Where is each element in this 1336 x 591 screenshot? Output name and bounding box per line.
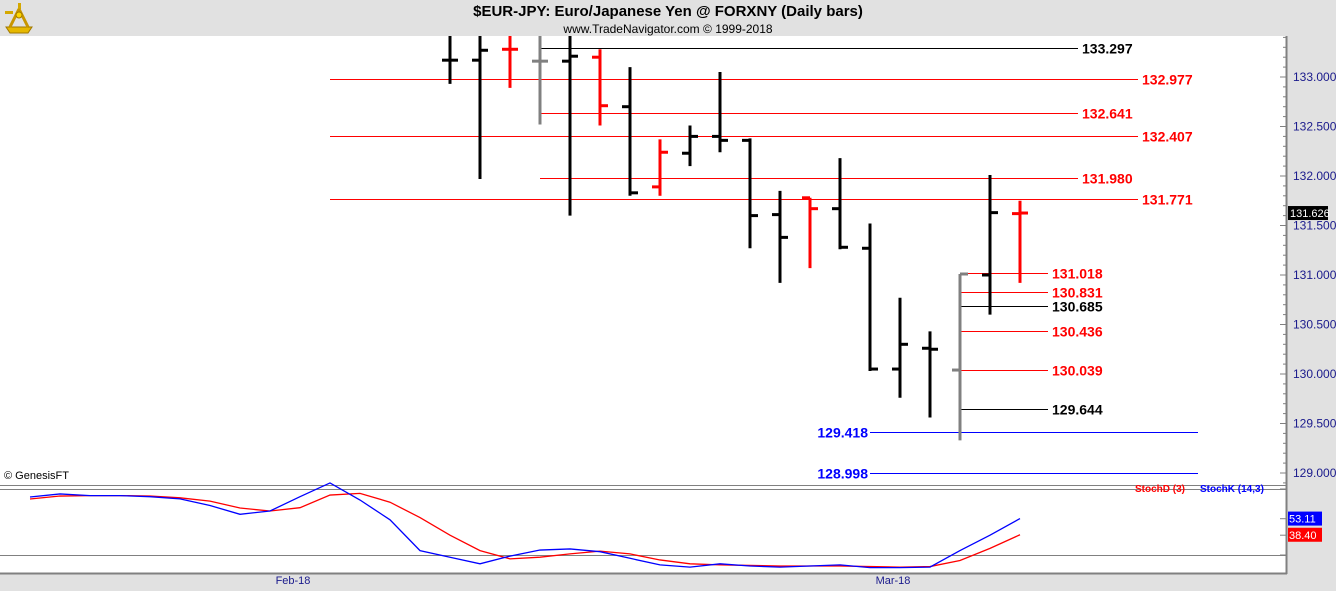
chart-subtitle: www.TradeNavigator.com © 1999-2018: [563, 22, 773, 36]
y-tick-label: 130.000: [1293, 367, 1336, 381]
level-label: 130.436: [1052, 324, 1103, 340]
level-label: 130.685: [1052, 299, 1103, 315]
ohlc-bar: [652, 139, 668, 196]
ohlc-bar: [712, 72, 728, 153]
ohlc-bar: [592, 49, 608, 126]
level-label: 130.039: [1052, 363, 1103, 379]
ohlc-bar: [562, 36, 578, 216]
y-tick-label: 131.500: [1293, 219, 1336, 233]
level-label: 131.018: [1052, 266, 1103, 282]
ohlc-bar: [802, 196, 818, 269]
last-price-label: 131.626: [1290, 208, 1330, 220]
ohlc-bar: [532, 36, 548, 125]
chart-title: $EUR-JPY: Euro/Japanese Yen @ FORXNY (Da…: [473, 3, 863, 20]
x-tick-label: Feb-18: [276, 575, 311, 587]
ohlc-bar: [1012, 200, 1028, 283]
level-label: 131.980: [1082, 171, 1133, 187]
level-label: 131.771: [1142, 192, 1193, 208]
ohlc-bar: [742, 138, 758, 249]
legend-stochk: StochK (14,3): [1200, 484, 1264, 495]
level-label: 133.297: [1082, 41, 1133, 57]
legend-stochd: StochD (3): [1135, 484, 1185, 495]
ohlc-bar: [442, 36, 458, 84]
stoch-value-label: 53.11: [1289, 514, 1316, 526]
stoch-value-tag: [1288, 511, 1322, 526]
y-tick-label: 129.000: [1293, 466, 1336, 480]
stoch-line-k: [29, 482, 1021, 569]
y-tick-label: 132.000: [1293, 169, 1336, 183]
y-tick-label: 129.500: [1293, 417, 1336, 431]
ohlc-bar: [862, 223, 878, 372]
last-price-tag: [1288, 206, 1328, 221]
ohlc-bar: [622, 67, 638, 196]
y-tick-label: 133.000: [1293, 70, 1336, 84]
stoch-value-tag: [1288, 527, 1322, 542]
level-label: 129.644: [1052, 402, 1103, 418]
ohlc-bar: [832, 158, 848, 250]
ohlc-bar: [952, 272, 968, 441]
level-label: 128.998: [817, 466, 868, 482]
ohlc-bar: [982, 175, 998, 315]
ohlc-bar: [922, 331, 938, 418]
stoch-value-label: 38.40: [1289, 530, 1317, 542]
level-label: 130.831: [1052, 285, 1103, 301]
x-tick-label: Mar-18: [876, 575, 911, 587]
sextant-logo-icon: [5, 3, 33, 34]
level-label: 132.977: [1142, 72, 1193, 88]
plot-area: [0, 36, 1286, 573]
ohlc-bar: [682, 125, 698, 167]
level-label: 129.418: [817, 425, 868, 441]
ohlc-bar: [472, 36, 488, 179]
y-tick-label: 130.500: [1293, 318, 1336, 332]
ohlc-bar: [502, 36, 518, 88]
ohlc-bar: [892, 297, 908, 398]
level-label: 132.407: [1142, 129, 1193, 145]
y-tick-label: 131.000: [1293, 268, 1336, 282]
copyright-label: © GenesisFT: [4, 470, 69, 482]
ohlc-bar: [772, 190, 788, 283]
level-label: 132.641: [1082, 106, 1133, 122]
ohlc-bars: [442, 36, 1028, 441]
y-tick-label: 132.500: [1293, 120, 1336, 134]
